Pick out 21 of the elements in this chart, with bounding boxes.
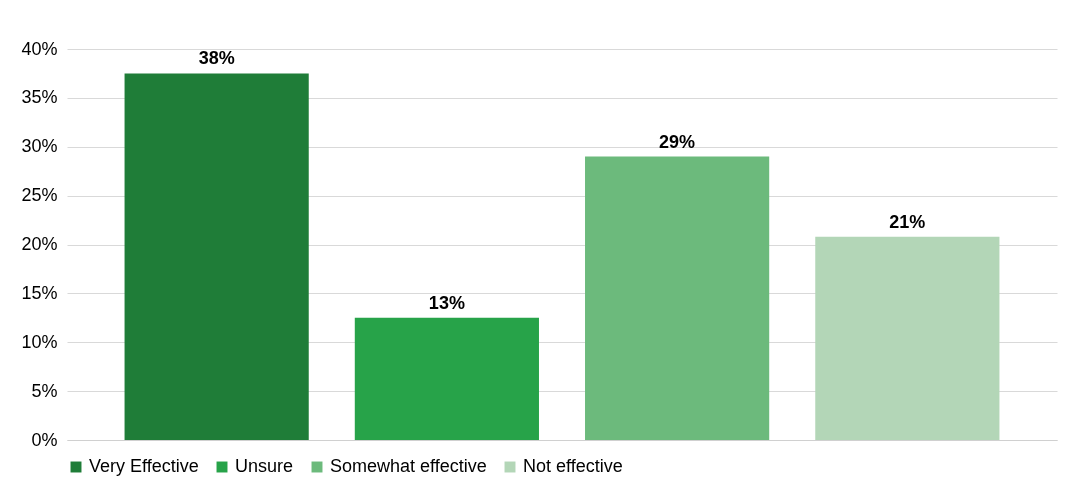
y-tick-label: 35% (21, 87, 58, 108)
legend-label: Very Effective (89, 456, 199, 476)
legend-label: Not effective (523, 456, 623, 476)
legend-label: Unsure (235, 456, 294, 476)
y-tick-label: 30% (21, 136, 58, 157)
data-label: 21% (889, 211, 926, 232)
bar (354, 317, 539, 440)
y-tick-label: 15% (21, 282, 58, 303)
y-tick-label: 0% (31, 429, 58, 450)
data-label: 38% (198, 48, 235, 69)
data-label: 29% (659, 131, 696, 152)
bar (815, 236, 1000, 440)
y-tick-label: 5% (31, 380, 58, 401)
y-tick-label: 25% (21, 185, 58, 206)
y-tick-label: 10% (21, 331, 58, 352)
legend-label: Somewhat effective (330, 456, 487, 476)
bar (585, 156, 770, 440)
y-tick-label: 20% (21, 234, 58, 254)
data-label: 13% (428, 292, 465, 313)
bar (124, 73, 309, 440)
y-tick-label: 40% (21, 38, 58, 59)
